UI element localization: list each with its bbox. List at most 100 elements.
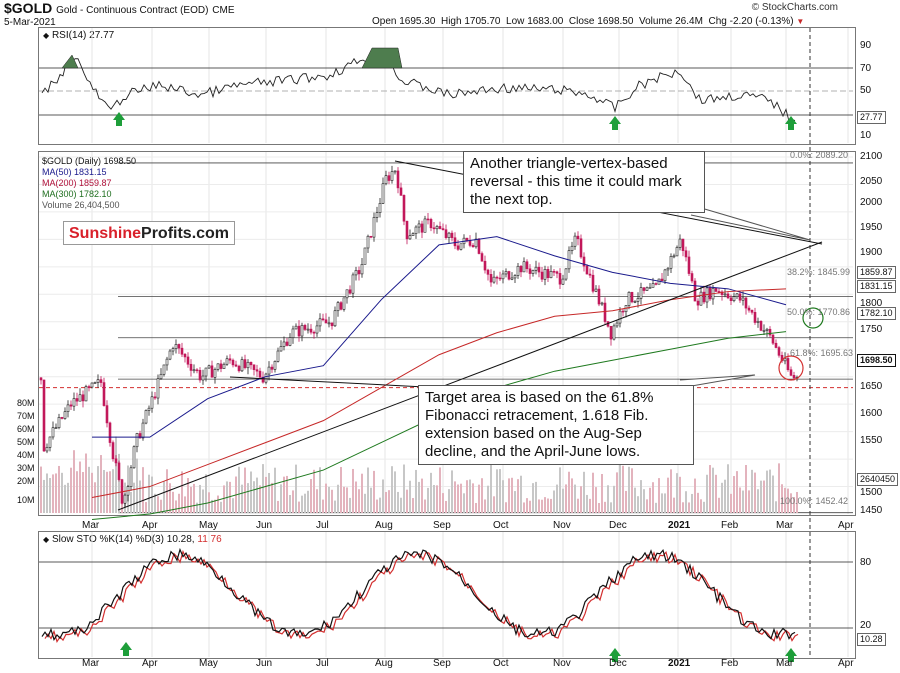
volume-bar xyxy=(247,483,249,513)
candle-body xyxy=(408,235,412,240)
volume-bar xyxy=(571,478,573,513)
candle-body xyxy=(168,350,172,360)
candle-body xyxy=(240,359,244,372)
rsi-level-10: 10 xyxy=(860,130,872,141)
volume-bar xyxy=(706,474,708,513)
fib-500: 50.0%: 1770.86 xyxy=(787,307,851,317)
candle-body xyxy=(663,269,667,282)
volume-bar xyxy=(742,490,744,513)
volume-bar xyxy=(634,487,636,513)
volume-bar xyxy=(214,499,216,513)
candle-body xyxy=(270,366,274,370)
volume-bar xyxy=(475,502,477,513)
volume-bar xyxy=(319,467,321,513)
price-tick-1650: 1650 xyxy=(860,381,883,392)
candle-body xyxy=(435,226,439,230)
volume-bar xyxy=(100,455,102,513)
candle-body xyxy=(690,273,694,282)
volume-bar xyxy=(295,464,297,513)
volume-bar xyxy=(253,481,255,513)
volume-bar xyxy=(349,497,351,513)
volume-bar xyxy=(577,498,579,513)
volume-bar xyxy=(52,474,54,513)
candle-body xyxy=(384,175,388,185)
candle-body xyxy=(720,291,724,295)
candle-body xyxy=(228,358,232,361)
candle-body xyxy=(108,422,112,443)
volume-bar xyxy=(691,493,693,513)
candle-body xyxy=(330,322,334,327)
volume-bar xyxy=(40,466,42,513)
volume-bar xyxy=(481,478,483,513)
close-tag: 1698.50 xyxy=(857,354,896,367)
volume-bar xyxy=(463,493,465,513)
candle-body xyxy=(792,375,796,379)
volume-bar xyxy=(304,493,306,513)
volume-bar xyxy=(157,496,159,513)
volume-bar xyxy=(562,488,564,513)
volume-bar xyxy=(796,491,798,513)
volume-bar xyxy=(199,484,201,513)
candle-body xyxy=(189,363,193,371)
rsi-level-70: 70 xyxy=(860,63,872,74)
candle-body xyxy=(651,283,655,288)
volume-bar xyxy=(307,490,309,513)
volume-bar xyxy=(394,471,396,513)
price-tick-1500: 1500 xyxy=(860,487,883,498)
volume-bar xyxy=(334,500,336,513)
candle-body xyxy=(477,238,481,254)
rsi-panel: ◆ RSI(14) 27.77 xyxy=(38,27,856,145)
volume-bar xyxy=(223,485,225,513)
price-tick-1900: 1900 xyxy=(860,247,883,258)
volume-bar xyxy=(331,489,333,513)
volume-bar xyxy=(115,436,117,513)
candle-body xyxy=(135,433,139,448)
candle-body xyxy=(600,302,604,305)
volume-bar xyxy=(361,473,363,513)
candle-body xyxy=(642,287,646,291)
volume-bar xyxy=(730,493,732,513)
volume-bar xyxy=(139,480,141,513)
candle-body xyxy=(60,417,64,419)
volume-bar xyxy=(760,480,762,513)
volume-bar xyxy=(244,467,246,513)
x-tick-dec: Dec xyxy=(609,520,627,531)
candle-body xyxy=(588,273,592,276)
candle-body xyxy=(177,344,181,349)
candle-body xyxy=(105,405,109,424)
volume-bar xyxy=(607,485,609,513)
candle-body xyxy=(387,175,391,181)
candle-body xyxy=(537,266,541,273)
candle-body xyxy=(591,274,595,292)
candle-body xyxy=(519,265,523,273)
volume-bar xyxy=(538,499,540,513)
candle-body xyxy=(561,278,565,285)
volume-bar xyxy=(145,502,147,513)
candle-body xyxy=(495,276,499,279)
candle-body xyxy=(327,322,331,325)
candle-body xyxy=(414,226,418,234)
candle-body xyxy=(543,269,547,280)
volume-bar xyxy=(595,487,597,513)
candle-body xyxy=(117,462,121,480)
candle-body xyxy=(528,268,532,274)
x-tick-2021-sto: 2021 xyxy=(668,658,691,669)
candle-body xyxy=(360,264,364,275)
volume-bar xyxy=(232,498,234,513)
candle-body xyxy=(675,247,679,257)
vol-tick-20m: 20M xyxy=(17,476,35,486)
candle-body xyxy=(333,310,337,327)
candle-body xyxy=(507,271,511,280)
volume-bar xyxy=(67,482,69,513)
candle-body xyxy=(234,364,238,367)
candle-body xyxy=(306,328,310,331)
volume-bar xyxy=(544,497,546,513)
volume-bar xyxy=(274,467,276,513)
volume-bar xyxy=(202,489,204,513)
volume-bar xyxy=(694,478,696,513)
x-tick-feb: Feb xyxy=(721,520,739,531)
volume-bar xyxy=(364,493,366,513)
candle-body xyxy=(63,411,67,419)
candle-body xyxy=(150,396,154,409)
candle-body xyxy=(249,361,253,366)
